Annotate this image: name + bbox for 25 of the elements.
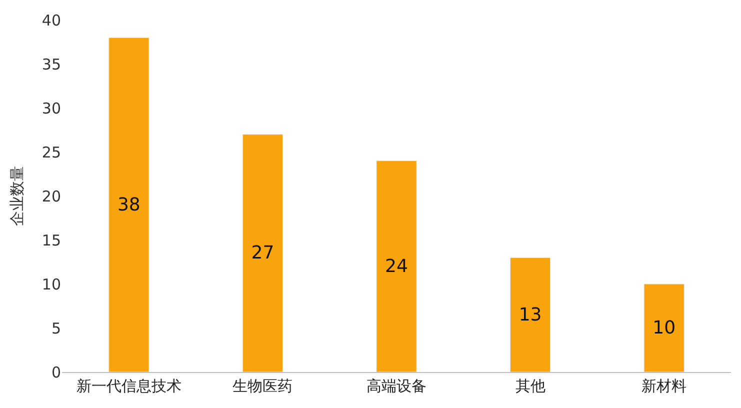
data-label: 10 [652,318,676,338]
data-label: 38 [117,194,140,216]
y-tick-label: 15 [42,231,61,250]
y-tick-label: 40 [42,11,61,30]
bar [376,160,417,372]
y-axis-title: 企业数量 [8,166,26,226]
y-tick-label: 5 [51,319,61,338]
bar [510,257,551,372]
x-tick-label: 生物医药 [232,377,293,395]
data-label: 13 [518,304,542,326]
data-label: 27 [251,242,274,264]
data-label: 24 [385,256,408,277]
y-tick-label: 25 [42,143,61,162]
y-tick-label: 35 [42,55,61,74]
y-tick-label: 30 [42,99,61,118]
y-tick-label: 0 [51,363,61,382]
bar [242,134,284,372]
x-tick-label: 高端设备 [366,377,426,395]
bar [644,284,684,372]
x-tick-label: 新一代信息技术 [76,377,182,395]
x-tick-label: 新材料 [642,377,687,395]
y-tick-label: 20 [42,187,61,206]
bar [108,37,150,372]
x-tick-label: 其他 [515,377,546,395]
y-tick-label: 10 [42,275,61,294]
